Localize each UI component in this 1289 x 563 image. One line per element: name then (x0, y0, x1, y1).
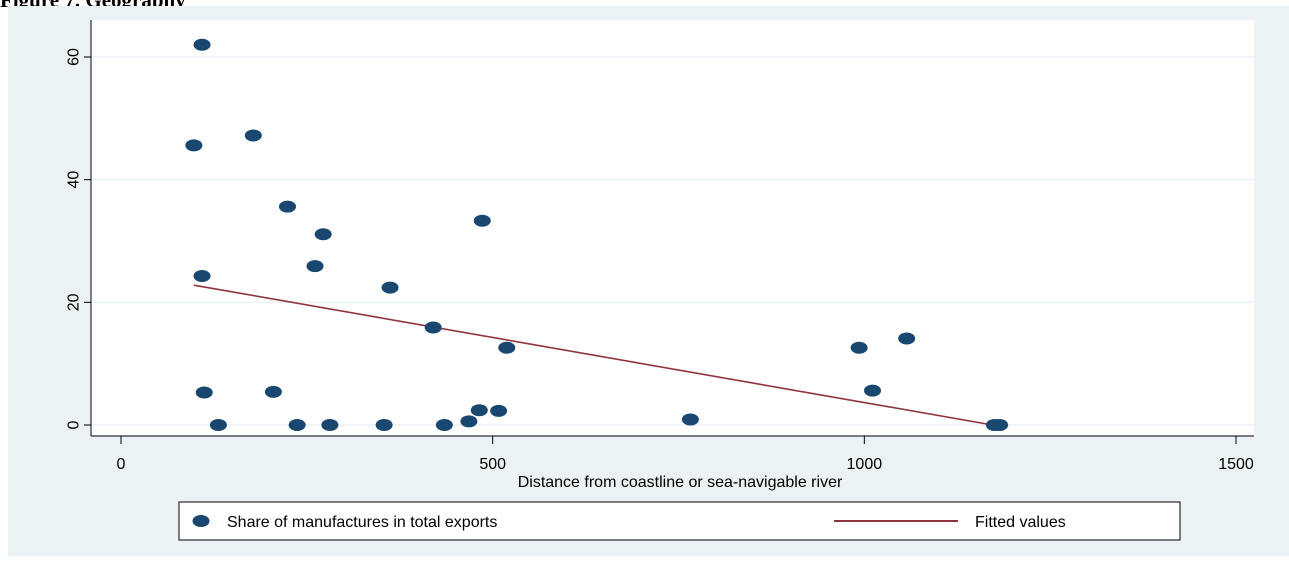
y-tick-label: 0 (66, 420, 83, 429)
legend-marker-scatter (192, 515, 210, 527)
x-tick-label: 500 (479, 456, 506, 473)
scatter-point (381, 281, 399, 294)
scatter-point (193, 38, 211, 51)
scatter-point (185, 139, 203, 152)
scatter-point (864, 384, 882, 397)
scatter-point (321, 419, 339, 431)
scatter-point (264, 385, 282, 398)
ticks: 0 20 40 60 0 500 1000 1500 (66, 48, 1254, 473)
legend-box (178, 501, 1181, 541)
scatter-point (244, 129, 262, 142)
y-tick-label: 40 (66, 171, 83, 189)
scatter-point (681, 413, 699, 426)
series (185, 38, 1009, 431)
legend-label-scatter: Share of manufactures in total exports (227, 514, 497, 531)
y-tick-label: 60 (66, 48, 83, 66)
scatter-point (470, 404, 488, 417)
scatter-point (498, 341, 516, 354)
x-tick-label: 1000 (847, 456, 883, 473)
y-tick-label: 20 (66, 293, 83, 311)
scatter-point (279, 200, 297, 213)
scatter-point (424, 321, 442, 334)
x-tick-label: 1500 (1218, 456, 1254, 473)
scatter-point (209, 419, 227, 431)
scatter-point (490, 404, 508, 417)
axes (90, 20, 1254, 437)
fitted-values-line (193, 284, 1000, 428)
plot-area (91, 20, 1254, 436)
scatter-point (314, 228, 332, 241)
scatter-point (460, 415, 478, 428)
x-tick-label: 0 (117, 456, 126, 473)
scatter-point (195, 386, 213, 399)
legend: Share of manufactures in total exports F… (178, 501, 1181, 541)
legend-label-fit: Fitted values (975, 514, 1066, 531)
scatter-point (991, 419, 1009, 431)
scatter-point (375, 419, 393, 431)
x-axis-title: Distance from coastline or sea-navigable… (518, 474, 843, 491)
scatter-point (435, 419, 453, 431)
scatter-point (898, 332, 916, 345)
scatter-point (288, 419, 306, 431)
scatter-point (193, 269, 211, 282)
scatter-point (306, 260, 324, 273)
grid-lines (91, 56, 1254, 426)
scatter-point (850, 341, 868, 354)
scatter-point (473, 214, 491, 227)
